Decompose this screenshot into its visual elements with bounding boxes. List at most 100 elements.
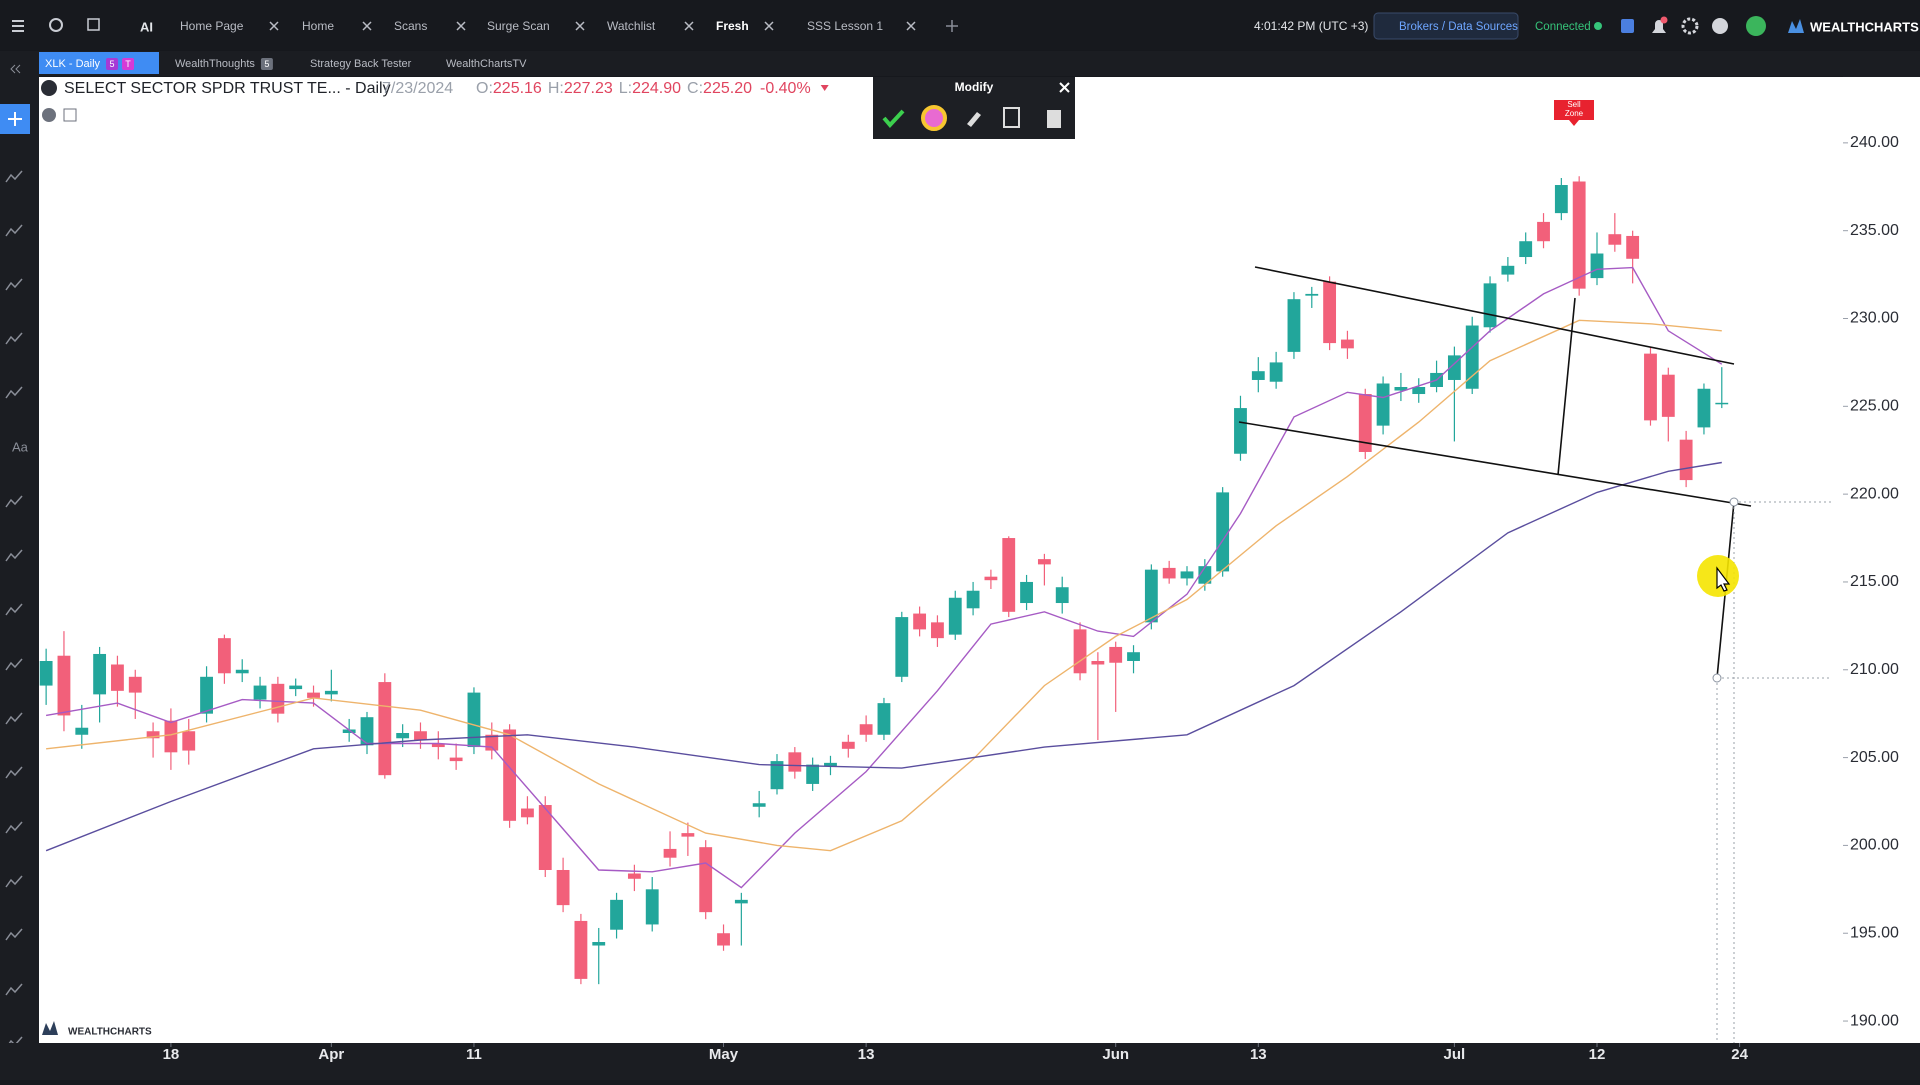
badge — [122, 58, 135, 70]
tool[interactable] — [5, 386, 23, 399]
search-icon[interactable] — [49, 18, 63, 32]
tab[interactable]: SSS Lesson 1 — [807, 19, 883, 33]
candle-body — [1234, 408, 1247, 454]
brokers-button[interactable] — [1373, 12, 1519, 40]
candle-body — [574, 920, 588, 979]
style-tool[interactable] — [967, 112, 981, 127]
sub-tab[interactable]: XLK - Daily — [45, 58, 101, 70]
tool[interactable] — [5, 170, 23, 183]
channel-top[interactable] — [1254, 266, 1735, 365]
candle-body — [734, 899, 748, 904]
ai-button[interactable]: AI — [140, 19, 153, 34]
tool[interactable] — [5, 875, 23, 888]
candle-body — [414, 731, 427, 741]
candle-body — [1501, 265, 1515, 275]
brokers-label[interactable]: Brokers / Data Sources — [1399, 21, 1518, 33]
tool[interactable] — [5, 495, 23, 508]
confirm[interactable] — [882, 109, 905, 129]
y-tick-label: 205.00 — [1850, 749, 1899, 766]
price-axis — [1843, 77, 1920, 1043]
tool[interactable] — [5, 549, 23, 562]
layout-icon[interactable] — [87, 18, 100, 31]
candle-body — [128, 676, 142, 693]
candle-body — [859, 724, 873, 735]
candle-body — [449, 757, 463, 762]
close-modify[interactable] — [1059, 82, 1070, 93]
corner — [1843, 51, 1920, 77]
guides — [1716, 501, 1831, 1043]
tool[interactable]: Aa — [12, 439, 29, 454]
tab[interactable]: Watchlist — [607, 19, 656, 33]
candle-body — [699, 847, 713, 913]
tab-close[interactable] — [362, 21, 372, 31]
badge-text: Zone — [1565, 109, 1584, 118]
candle-body — [1180, 571, 1194, 579]
handle[interactable] — [1729, 497, 1739, 507]
tool[interactable] — [5, 712, 23, 725]
sub-tab[interactable]: Strategy Back Tester — [310, 58, 412, 70]
tab[interactable]: Home — [302, 19, 334, 33]
top-bar-items: AI 4:01:42 PM (UTC +3) Brokers / Data So… — [12, 12, 1919, 40]
tab-close[interactable] — [764, 21, 774, 31]
color-picker[interactable] — [921, 105, 947, 131]
tool[interactable] — [5, 983, 23, 996]
ohlc-value: 227.23 — [564, 80, 613, 97]
delete[interactable] — [1047, 110, 1061, 128]
tool[interactable] — [5, 278, 23, 291]
tool[interactable] — [5, 928, 23, 941]
sub-tab[interactable]: WealthChartsTV — [446, 58, 527, 70]
tab-close[interactable] — [906, 21, 916, 31]
candle-body — [1697, 388, 1711, 428]
candle-body — [1251, 371, 1265, 380]
sub-tab[interactable]: WealthThoughts — [175, 58, 255, 70]
candle-body — [1376, 383, 1390, 426]
sub-bar — [0, 51, 1920, 76]
tool[interactable] — [5, 766, 23, 779]
left-toolbar — [0, 51, 39, 1080]
new-tab[interactable] — [946, 20, 958, 32]
settings-icon[interactable] — [1681, 17, 1699, 35]
plot: 190.00 195.00 200.00 205.00 210.00 215.00 220.… — [39, 134, 1899, 1063]
x-tick-label: 12 — [1589, 1046, 1606, 1063]
menu-icon[interactable] — [12, 20, 24, 32]
tab-close[interactable] — [269, 21, 279, 31]
tool[interactable] — [5, 603, 23, 616]
tab[interactable]: Scans — [394, 19, 427, 33]
ohlc-key: L: — [619, 80, 632, 97]
profile-icon[interactable] — [1746, 16, 1766, 36]
tool[interactable] — [5, 821, 23, 834]
tool[interactable] — [8, 112, 22, 126]
x-tick-label: Jun — [1102, 1046, 1129, 1063]
collapse[interactable] — [10, 64, 21, 74]
tab[interactable]: Surge Scan — [487, 19, 550, 33]
ohlc-value: 225.20 — [703, 80, 752, 97]
save-icon[interactable] — [1621, 19, 1634, 33]
candle-body — [93, 653, 107, 695]
tool[interactable] — [5, 332, 23, 345]
flag-pole[interactable] — [1557, 297, 1576, 476]
x-tick-label: 24 — [1731, 1046, 1748, 1063]
channel-bottom[interactable] — [1238, 421, 1752, 507]
x-tick-label: 18 — [163, 1046, 180, 1063]
modify-panel — [873, 77, 1075, 139]
y-tick-label: 225.00 — [1850, 398, 1899, 415]
clone[interactable] — [1003, 107, 1020, 128]
tab[interactable]: Fresh — [716, 19, 749, 33]
candle-body — [1590, 253, 1604, 279]
watermark-logo — [42, 1021, 58, 1035]
time-axis — [0, 1043, 1920, 1080]
y-tick-label: 215.00 — [1850, 573, 1899, 590]
alerts-icon[interactable] — [1652, 20, 1666, 33]
tab-close[interactable] — [684, 21, 694, 31]
tab-close[interactable] — [575, 21, 585, 31]
add-icon[interactable] — [63, 108, 77, 122]
indicator-icon[interactable] — [42, 108, 56, 122]
handle[interactable] — [1712, 673, 1722, 683]
tool[interactable] — [5, 658, 23, 671]
tool[interactable] — [5, 224, 23, 237]
tab-close[interactable] — [456, 21, 466, 31]
help-icon[interactable] — [1712, 18, 1728, 34]
candle-body — [770, 761, 784, 790]
tab[interactable]: Home Page — [180, 19, 244, 33]
